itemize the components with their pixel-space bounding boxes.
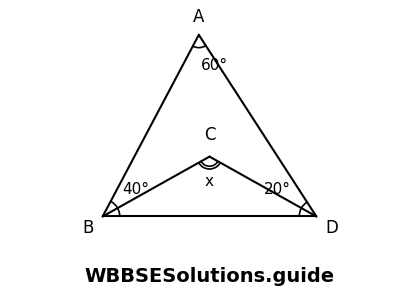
Text: 20°: 20° (264, 182, 291, 197)
Text: 60°: 60° (201, 58, 228, 73)
Text: C: C (204, 126, 215, 144)
Text: 40°: 40° (122, 182, 149, 197)
Text: B: B (83, 218, 94, 237)
Text: D: D (325, 218, 338, 237)
Text: WBBSESolutions.guide: WBBSESolutions.guide (85, 267, 334, 286)
Text: x: x (205, 174, 214, 189)
Text: A: A (193, 8, 204, 26)
